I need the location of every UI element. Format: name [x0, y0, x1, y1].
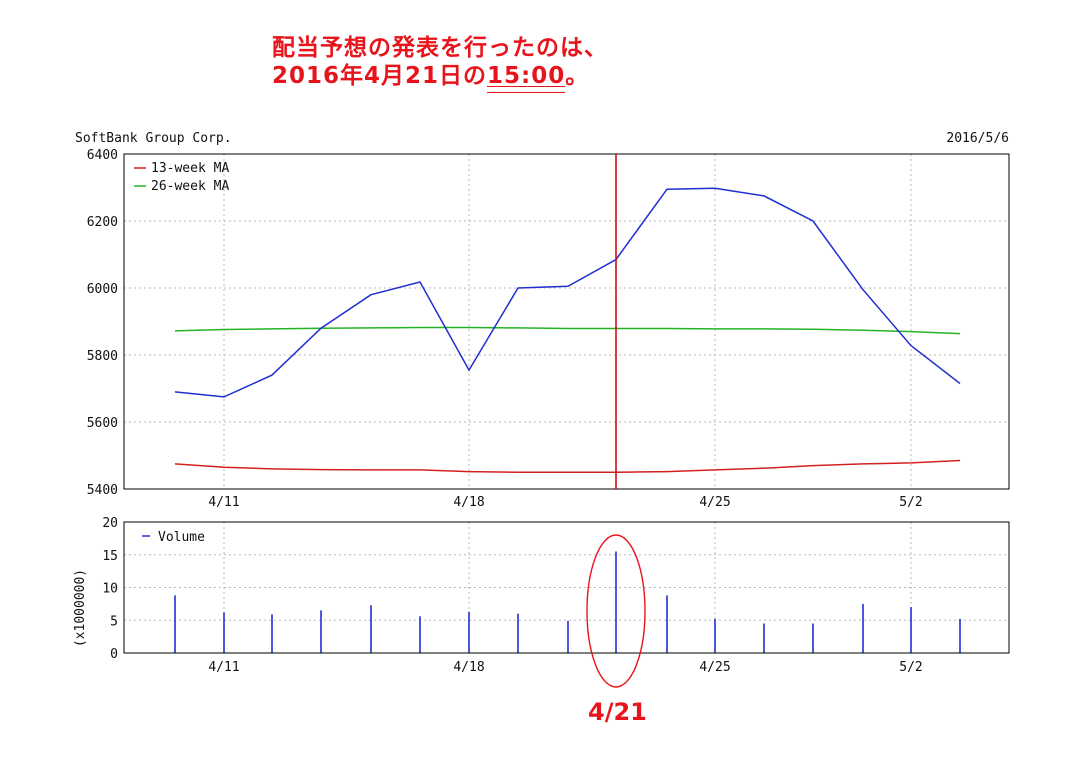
- volume-x-tick-label: 4/25: [699, 660, 730, 675]
- volume-ylabel: (x1000000): [73, 569, 88, 647]
- price-x-ticks: 4/11 4/18 4/25 5/2: [208, 495, 922, 510]
- volume-legend: Volume: [142, 530, 205, 545]
- price-y-tick-label: 6200: [87, 215, 118, 230]
- price-y-tick-label: 6400: [87, 148, 118, 163]
- price-x-tick-label: 4/11: [208, 495, 239, 510]
- volume-x-tick-label: 4/11: [208, 660, 239, 675]
- price-y-tick-label: 6000: [87, 282, 118, 297]
- price-chart-title: SoftBank Group Corp.: [75, 131, 232, 146]
- volume-bars: [174, 551, 961, 653]
- volume-x-tick-label: 4/18: [453, 660, 484, 675]
- legend-ma26-label: 26-week MA: [151, 179, 229, 194]
- headline: 配当予想の発表を行ったのは、 2016年4月21日の15:00。: [272, 34, 608, 93]
- price-chart-subtitle: 2016/5/6: [946, 131, 1009, 146]
- price-plot-frame: [123, 153, 1010, 490]
- price-x-tick-label: 4/18: [453, 495, 484, 510]
- price-y-tick-label: 5400: [87, 483, 118, 498]
- volume-y-tick-label: 5: [110, 614, 118, 629]
- legend-volume-label: Volume: [158, 530, 205, 545]
- price-x-tick-label: 5/2: [899, 495, 922, 510]
- headline-line2-suffix: 。: [565, 63, 590, 89]
- volume-y-tick-label: 20: [102, 516, 118, 531]
- volume-x-tick-label: 5/2: [899, 660, 922, 675]
- price-series-line: [174, 187, 961, 398]
- volume-x-ticks: 4/11 4/18 4/25 5/2: [208, 660, 922, 675]
- annotation-date-label: 4/21: [588, 698, 647, 726]
- price-y-tick-label: 5600: [87, 416, 118, 431]
- volume-plot-frame: [123, 521, 1010, 654]
- price-y-tick-label: 5800: [87, 349, 118, 364]
- volume-y-ticks: 0 5 10 15 20: [102, 516, 118, 662]
- price-y-ticks: 5400 5600 5800 6000 6200 6400: [87, 148, 118, 498]
- price-legend: 13-week MA 26-week MA: [134, 161, 229, 194]
- price-grid: [124, 154, 1009, 489]
- volume-y-tick-label: 15: [102, 549, 118, 564]
- volume-highlight-ellipse: [586, 534, 646, 688]
- price-lines: [174, 187, 961, 474]
- volume-y-tick-label: 0: [110, 647, 118, 662]
- headline-line2-prefix: 2016年4月21日の: [272, 63, 488, 89]
- volume-y-tick-label: 10: [102, 582, 118, 597]
- volume-grid: [124, 522, 1009, 653]
- headline-time: 15:00: [487, 63, 566, 93]
- ma26-series-line: [174, 326, 961, 335]
- ma13-series-line: [174, 459, 961, 474]
- headline-line1: 配当予想の発表を行ったのは、: [272, 35, 608, 61]
- legend-ma13-label: 13-week MA: [151, 161, 229, 176]
- price-x-tick-label: 4/25: [699, 495, 730, 510]
